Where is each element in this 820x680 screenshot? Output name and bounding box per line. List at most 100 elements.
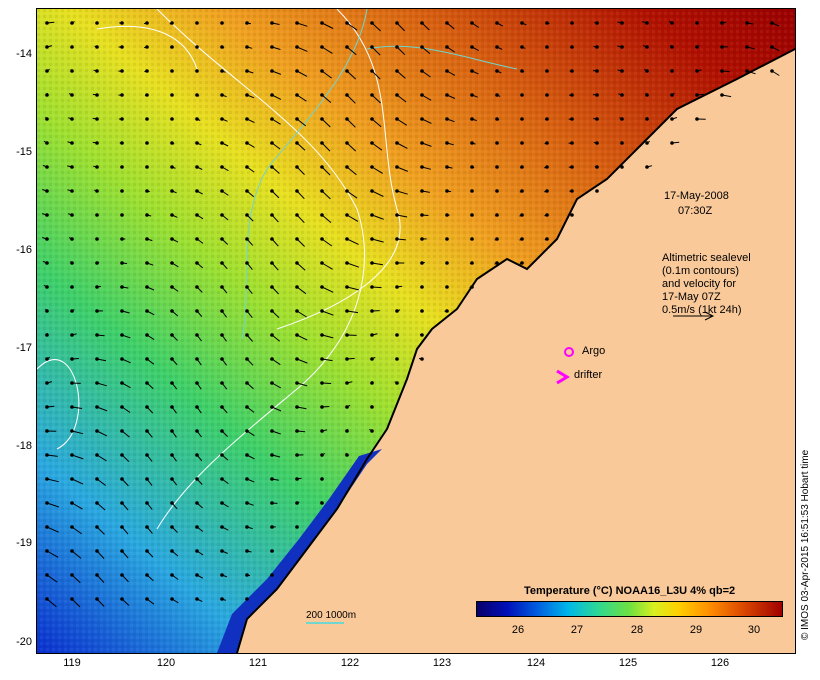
drifter-label: drifter	[574, 369, 603, 381]
velocity-vector-origin	[245, 477, 249, 481]
velocity-vector-origin	[145, 429, 149, 433]
velocity-vector-origin	[670, 93, 674, 97]
velocity-vector-origin	[145, 525, 149, 529]
velocity-vector-origin	[270, 165, 274, 169]
velocity-vector-origin	[120, 405, 124, 409]
velocity-vector-origin	[470, 213, 474, 217]
velocity-vector-origin	[245, 45, 249, 49]
velocity-vector-origin	[320, 381, 324, 385]
lon-tick-label: 119	[63, 657, 81, 669]
velocity-vector-origin	[95, 573, 99, 577]
velocity-vector-origin	[545, 69, 549, 73]
velocity-vector-origin	[370, 285, 374, 289]
velocity-vector-origin	[295, 453, 299, 457]
velocity-vector-origin	[245, 501, 249, 505]
velocity-vector-origin	[645, 117, 649, 121]
velocity-vector-origin	[45, 21, 49, 25]
velocity-vector-origin	[270, 405, 274, 409]
velocity-vector	[321, 262, 333, 270]
velocity-vector	[96, 454, 107, 462]
velocity-vector-origin	[45, 213, 49, 217]
velocity-vector-origin	[120, 165, 124, 169]
sealevel-contour	[276, 9, 401, 330]
velocity-vector-origin	[395, 69, 399, 73]
velocity-vector	[371, 262, 383, 266]
velocity-vector-origin	[70, 333, 74, 337]
velocity-vector	[296, 334, 308, 341]
velocity-vector-origin	[745, 69, 749, 73]
velocity-vector-origin	[245, 69, 249, 73]
velocity-vector-origin	[95, 381, 99, 385]
altimetry-line1: Altimetric sealevel	[662, 252, 751, 264]
velocity-vector-origin	[320, 237, 324, 241]
velocity-vector-origin	[270, 549, 274, 553]
isobath-scale-line	[306, 622, 344, 624]
velocity-vector-origin	[370, 405, 374, 409]
velocity-vector-origin	[95, 213, 99, 217]
velocity-vector-origin	[195, 501, 199, 505]
velocity-vector-origin	[120, 285, 124, 289]
velocity-vector-origin	[545, 165, 549, 169]
velocity-vector-origin	[370, 93, 374, 97]
velocity-vector-origin	[170, 405, 174, 409]
velocity-vector-origin	[220, 237, 224, 241]
velocity-vector	[346, 70, 357, 80]
velocity-vector-origin	[595, 189, 599, 193]
velocity-vector-origin	[220, 141, 224, 145]
velocity-vector-origin	[320, 309, 324, 313]
velocity-vector-origin	[620, 165, 624, 169]
velocity-vector-origin	[70, 141, 74, 145]
velocity-vector-origin	[395, 357, 399, 361]
timestamp-line2: 07:30Z	[678, 205, 713, 217]
velocity-vector-origin	[595, 21, 599, 25]
velocity-vector	[71, 478, 84, 485]
velocity-vector-origin	[45, 45, 49, 49]
velocity-vector-origin	[195, 21, 199, 25]
velocity-vector	[321, 310, 334, 316]
velocity-vector-origin	[270, 45, 274, 49]
velocity-vector	[46, 598, 57, 608]
velocity-vector-origin	[45, 117, 49, 121]
velocity-vector-origin	[220, 165, 224, 169]
velocity-vector-origin	[245, 309, 249, 313]
velocity-vector-origin	[195, 261, 199, 265]
velocity-vector-origin	[695, 93, 699, 97]
velocity-vector-origin	[395, 213, 399, 217]
velocity-vector-origin	[295, 21, 299, 25]
velocity-vector-origin	[595, 117, 599, 121]
argo-label: Argo	[582, 345, 606, 357]
sealevel-contour	[96, 25, 198, 70]
velocity-vector-origin	[270, 69, 274, 73]
velocity-vector-origin	[695, 69, 699, 73]
velocity-vector-origin	[770, 21, 774, 25]
velocity-vector-origin	[320, 69, 324, 73]
velocity-vector-origin	[395, 333, 399, 337]
velocity-vector	[396, 166, 408, 172]
velocity-vector-origin	[420, 333, 424, 337]
velocity-vector-origin	[370, 141, 374, 145]
velocity-vector-origin	[470, 261, 474, 265]
velocity-vector-origin	[295, 213, 299, 217]
velocity-vector-origin	[370, 357, 374, 361]
velocity-vector-origin	[195, 213, 199, 217]
velocity-vector-origin	[370, 69, 374, 73]
altimetry-line4: 17-May 07Z	[662, 291, 721, 303]
velocity-vector-origin	[220, 501, 224, 505]
velocity-vector	[371, 166, 383, 174]
velocity-vector-origin	[645, 45, 649, 49]
temperature-colorbar	[476, 601, 783, 617]
velocity-vector-origin	[495, 261, 499, 265]
colorbar-tick: 29	[689, 624, 703, 636]
velocity-vector-origin	[295, 333, 299, 337]
velocity-vector-origin	[345, 93, 349, 97]
velocity-vector	[346, 142, 357, 152]
velocity-vector-origin	[70, 357, 74, 361]
velocity-vector-origin	[45, 93, 49, 97]
drifter-marker	[556, 369, 570, 385]
timestamp-line1: 17-May-2008	[664, 190, 729, 202]
velocity-vector	[46, 550, 59, 558]
velocity-vector-origin	[495, 213, 499, 217]
velocity-vector-origin	[220, 573, 224, 577]
velocity-vector-origin	[420, 237, 424, 241]
sst-map[interactable]	[36, 8, 796, 654]
